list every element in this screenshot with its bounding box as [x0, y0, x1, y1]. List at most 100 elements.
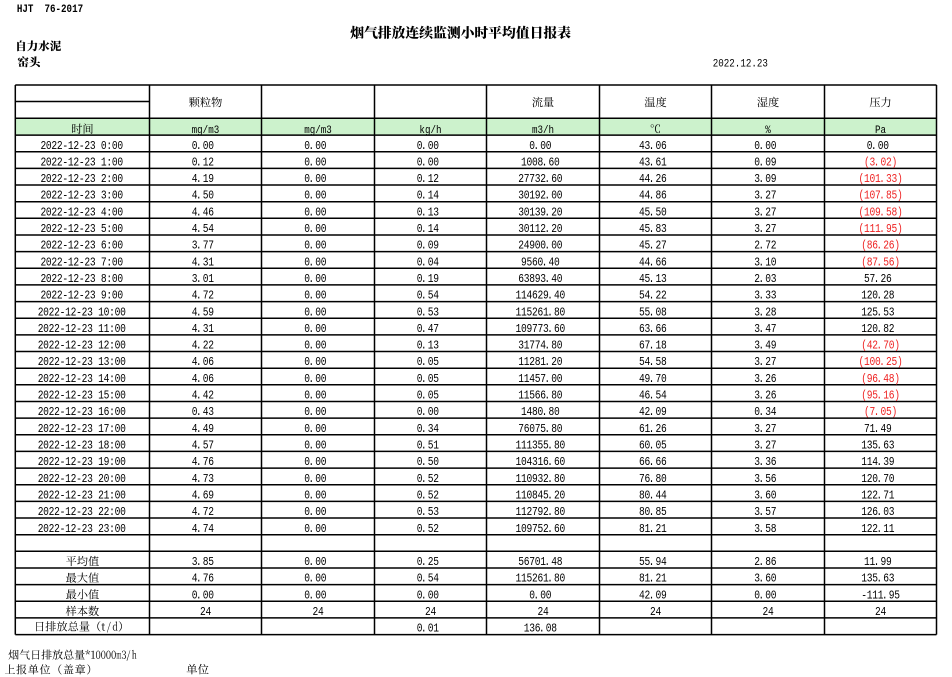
svg-text:0.54: 0.54 — [417, 573, 439, 586]
svg-text:3.27: 3.27 — [754, 356, 776, 369]
svg-text:9560.40: 9560.40 — [521, 257, 560, 270]
svg-text:0.52: 0.52 — [417, 523, 439, 536]
svg-text:3.26: 3.26 — [754, 390, 776, 403]
svg-text:(86.26): (86.26) — [861, 240, 900, 253]
svg-text:0.00: 0.00 — [867, 140, 889, 153]
svg-text:3.36: 3.36 — [754, 456, 776, 469]
svg-text:m3/h: m3/h — [532, 124, 554, 137]
svg-text:0.00: 0.00 — [417, 590, 439, 603]
svg-text:45.50: 45.50 — [639, 207, 667, 220]
svg-text:1008.60: 1008.60 — [521, 157, 560, 170]
svg-text:24: 24 — [425, 606, 436, 619]
svg-text:0.00: 0.00 — [304, 406, 326, 419]
svg-text:63893.40: 63893.40 — [518, 273, 562, 286]
svg-text:0.00: 0.00 — [304, 257, 326, 270]
svg-text:4.42: 4.42 — [192, 390, 214, 403]
svg-text:0.52: 0.52 — [417, 490, 439, 503]
svg-text:4.72: 4.72 — [192, 290, 214, 303]
svg-text:3.28: 3.28 — [754, 307, 776, 320]
svg-text:24: 24 — [875, 606, 886, 619]
svg-text:4.31: 4.31 — [192, 257, 214, 270]
svg-text:0.00: 0.00 — [304, 290, 326, 303]
svg-text:2022.12.23: 2022.12.23 — [713, 58, 768, 71]
svg-text:3.09: 3.09 — [754, 173, 776, 186]
svg-text:0.00: 0.00 — [304, 506, 326, 519]
svg-text:3.01: 3.01 — [192, 273, 214, 286]
svg-text:122.11: 122.11 — [861, 523, 894, 536]
svg-text:61.26: 61.26 — [639, 423, 667, 436]
svg-text:3.33: 3.33 — [754, 290, 776, 303]
svg-text:76075.80: 76075.80 — [518, 423, 562, 436]
svg-text:3.85: 3.85 — [192, 556, 214, 569]
svg-text:2022-12-23 5:00: 2022-12-23 5:00 — [40, 223, 122, 236]
svg-text:11281.20: 11281.20 — [518, 356, 562, 369]
svg-text:0.00: 0.00 — [304, 390, 326, 403]
svg-text:44.66: 44.66 — [639, 257, 667, 270]
svg-text:80.44: 80.44 — [639, 490, 667, 503]
svg-text:0.00: 0.00 — [304, 490, 326, 503]
svg-text:30192.00: 30192.00 — [518, 190, 562, 203]
svg-text:4.22: 4.22 — [192, 340, 214, 353]
svg-text:2022-12-23 8:00: 2022-12-23 8:00 — [40, 273, 122, 286]
svg-text:2022-12-23 15:00: 2022-12-23 15:00 — [38, 390, 126, 403]
svg-text:0.25: 0.25 — [417, 556, 439, 569]
svg-text:31774.80: 31774.80 — [518, 340, 562, 353]
svg-text:122.71: 122.71 — [861, 490, 894, 503]
svg-text:109773.60: 109773.60 — [516, 323, 566, 336]
svg-text:4.72: 4.72 — [192, 506, 214, 519]
svg-text:0.12: 0.12 — [192, 157, 214, 170]
svg-text:-111.95: -111.95 — [861, 590, 900, 603]
svg-text:mg/m3: mg/m3 — [304, 124, 332, 137]
svg-text:0.00: 0.00 — [304, 307, 326, 320]
svg-text:2022-12-23 7:00: 2022-12-23 7:00 — [40, 257, 122, 270]
svg-text:136.08: 136.08 — [524, 623, 557, 636]
svg-text:2022-12-23 20:00: 2022-12-23 20:00 — [38, 473, 126, 486]
svg-text:11.99: 11.99 — [864, 556, 892, 569]
svg-text:0.05: 0.05 — [417, 356, 439, 369]
svg-text:0.01: 0.01 — [417, 623, 439, 636]
svg-text:(101.33): (101.33) — [859, 173, 903, 186]
svg-text:114629.40: 114629.40 — [516, 290, 566, 303]
svg-text:42.09: 42.09 — [639, 590, 667, 603]
svg-text:(3.02): (3.02) — [864, 157, 897, 170]
svg-text:2022-12-23 10:00: 2022-12-23 10:00 — [38, 307, 126, 320]
svg-text:60.05: 60.05 — [639, 440, 667, 453]
svg-text:24900.00: 24900.00 — [518, 240, 562, 253]
svg-text:120.70: 120.70 — [861, 473, 894, 486]
svg-text:2022-12-23 13:00: 2022-12-23 13:00 — [38, 356, 126, 369]
svg-text:0.00: 0.00 — [304, 173, 326, 186]
svg-text:45.13: 45.13 — [639, 273, 667, 286]
svg-text:0.09: 0.09 — [417, 240, 439, 253]
svg-text:0.00: 0.00 — [754, 140, 776, 153]
svg-text:30112.20: 30112.20 — [518, 223, 562, 236]
svg-text:2022-12-23 14:00: 2022-12-23 14:00 — [38, 373, 126, 386]
svg-text:0.00: 0.00 — [529, 590, 551, 603]
svg-text:0.00: 0.00 — [754, 590, 776, 603]
svg-text:0.00: 0.00 — [304, 423, 326, 436]
svg-text:0.00: 0.00 — [304, 373, 326, 386]
svg-text:3.77: 3.77 — [192, 240, 214, 253]
svg-text:0.00: 0.00 — [304, 190, 326, 203]
svg-text:mg/m3: mg/m3 — [192, 124, 220, 137]
svg-text:115261.80: 115261.80 — [516, 573, 566, 586]
svg-text:24: 24 — [762, 606, 773, 619]
svg-text:3.27: 3.27 — [754, 440, 776, 453]
svg-text:24: 24 — [538, 606, 549, 619]
svg-text:0.00: 0.00 — [192, 590, 214, 603]
svg-text:2022-12-23 23:00: 2022-12-23 23:00 — [38, 523, 126, 536]
svg-text:0.47: 0.47 — [417, 323, 439, 336]
svg-text:27732.60: 27732.60 — [518, 173, 562, 186]
svg-text:24: 24 — [313, 606, 324, 619]
svg-text:120.82: 120.82 — [861, 323, 894, 336]
svg-text:2022-12-23 22:00: 2022-12-23 22:00 — [38, 506, 126, 519]
svg-text:0.00: 0.00 — [192, 140, 214, 153]
svg-text:57.26: 57.26 — [864, 273, 892, 286]
svg-text:112792.80: 112792.80 — [516, 506, 566, 519]
svg-text:54.58: 54.58 — [639, 356, 667, 369]
svg-text:3.27: 3.27 — [754, 223, 776, 236]
svg-text:110932.80: 110932.80 — [516, 473, 566, 486]
svg-text:3.10: 3.10 — [754, 257, 776, 270]
svg-text:0.52: 0.52 — [417, 473, 439, 486]
svg-text:Pa: Pa — [875, 124, 886, 137]
svg-text:3.58: 3.58 — [754, 523, 776, 536]
